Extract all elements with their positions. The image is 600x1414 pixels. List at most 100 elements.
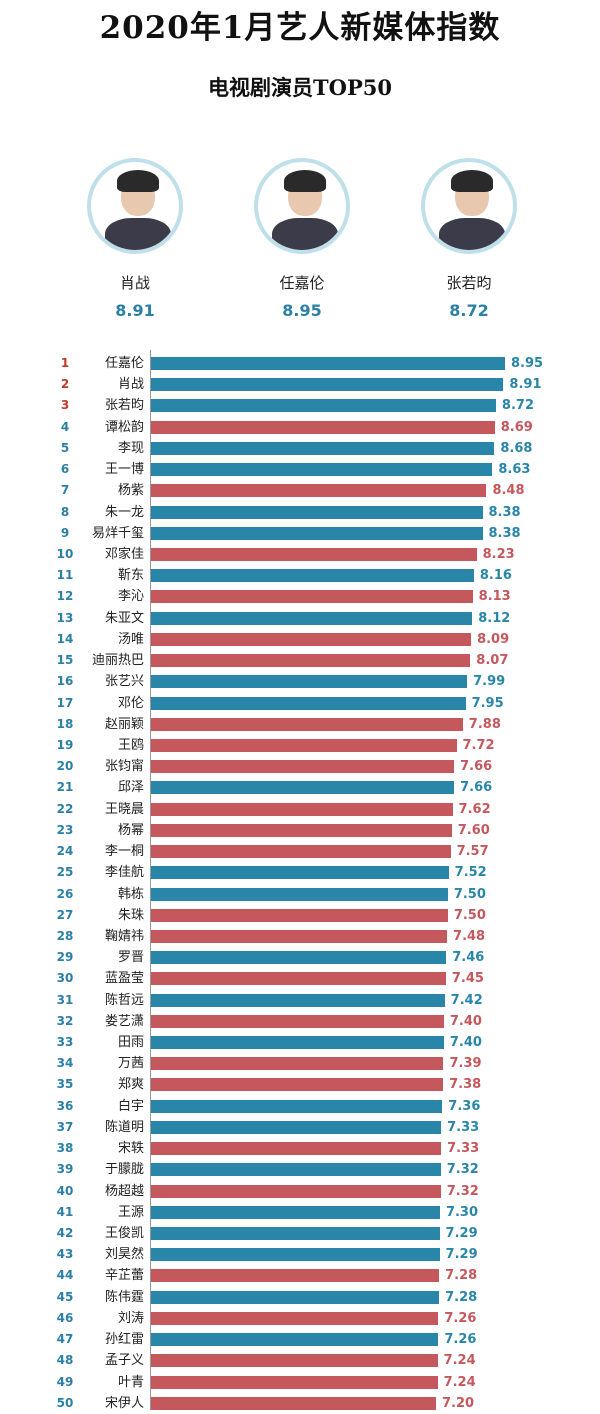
rank-label: 40 [56, 1183, 74, 1198]
category-label: 王源 [117, 1204, 144, 1220]
chart-row: 19 王鸥 7.72 [0, 735, 600, 756]
rank-label: 5 [60, 440, 70, 455]
bar [151, 1333, 439, 1347]
chart-row: 11 靳东 8.16 [0, 565, 600, 586]
rank-label: 29 [56, 950, 74, 965]
value-label: 8.48 [492, 483, 525, 499]
value-label: 7.50 [453, 907, 486, 923]
bar [151, 378, 504, 392]
category-label: 杨超越 [104, 1183, 144, 1199]
chart-row: 34 万茜 7.39 [0, 1053, 600, 1074]
chart-row: 32 娄艺潇 7.40 [0, 1011, 600, 1032]
category-label: 赵丽颖 [104, 716, 144, 732]
bar [151, 1227, 440, 1241]
chart-row: 26 韩栋 7.50 [0, 884, 600, 905]
rank-label: 49 [56, 1374, 74, 1389]
bar [151, 675, 468, 689]
value-label: 7.24 [443, 1374, 476, 1390]
rank-label: 9 [60, 525, 70, 540]
value-label: 7.60 [457, 822, 490, 838]
chart-row: 29 罗晋 7.46 [0, 947, 600, 968]
chart-row: 16 张艺兴 7.99 [0, 671, 600, 692]
value-label: 8.09 [477, 631, 510, 647]
chart-row: 50 宋伊人 7.20 [0, 1393, 600, 1414]
rank-label: 39 [56, 1162, 74, 1177]
chart-row: 33 田雨 7.40 [0, 1032, 600, 1053]
rank-label: 14 [56, 631, 74, 646]
value-label: 7.50 [453, 886, 486, 902]
value-label: 7.62 [458, 801, 491, 817]
chart-row: 40 杨超越 7.32 [0, 1181, 600, 1202]
value-label: 7.39 [449, 1056, 482, 1072]
rank-label: 6 [60, 462, 70, 477]
category-label: 蓝盈莹 [104, 971, 144, 987]
category-label: 迪丽热巴 [91, 653, 144, 669]
bar [151, 1163, 441, 1177]
rank-label: 7 [60, 483, 70, 498]
category-label: 李一桐 [104, 844, 144, 860]
chart-row: 31 陈哲远 7.42 [0, 990, 600, 1011]
value-label: 7.20 [442, 1395, 475, 1411]
bar [151, 993, 445, 1007]
value-label: 7.24 [443, 1353, 476, 1369]
rank-label: 41 [56, 1204, 74, 1219]
category-label: 邓家佳 [104, 546, 144, 562]
chart-row: 45 陈伟霆 7.28 [0, 1287, 600, 1308]
value-label: 8.13 [478, 589, 511, 605]
bar [151, 1311, 439, 1325]
bar [151, 845, 451, 859]
chart-row: 27 朱珠 7.50 [0, 905, 600, 926]
value-label: 8.91 [509, 377, 542, 393]
chart-row: 13 朱亚文 8.12 [0, 608, 600, 629]
category-label: 郑爽 [117, 1077, 144, 1093]
category-label: 靳东 [117, 568, 144, 584]
rank-label: 22 [56, 801, 74, 816]
rank-label: 43 [56, 1247, 74, 1262]
rank-label: 34 [56, 1056, 74, 1071]
top3-card-2nd: 肖战 8.91 [80, 158, 190, 320]
rank-label: 48 [56, 1353, 74, 1368]
value-label: 8.72 [501, 398, 534, 414]
rank-label: 10 [56, 546, 74, 561]
value-label: 7.28 [445, 1268, 478, 1284]
value-label: 7.46 [452, 950, 485, 966]
category-label: 张若昀 [104, 398, 144, 414]
rank-label: 18 [56, 716, 74, 731]
bar [151, 1014, 444, 1028]
value-label: 7.30 [445, 1204, 479, 1220]
value-label: 7.32 [446, 1183, 479, 1199]
bar [151, 866, 449, 880]
rank-label: 35 [56, 1077, 74, 1092]
chart-row: 39 于朦胧 7.32 [0, 1159, 600, 1180]
chart-row: 43 刘昊然 7.29 [0, 1244, 600, 1265]
chart-row: 36 白宇 7.36 [0, 1096, 600, 1117]
rank-label: 11 [56, 568, 74, 583]
value-label: 7.57 [456, 844, 489, 860]
top3-card-3rd: 张若昀 8.72 [414, 158, 524, 320]
value-label: 7.28 [445, 1289, 478, 1305]
rank-label: 38 [56, 1141, 74, 1156]
category-label: 易烊千玺 [91, 525, 144, 541]
bar [151, 1184, 441, 1198]
bar [151, 1290, 440, 1304]
value-label: 7.95 [471, 695, 504, 711]
value-label: 8.38 [488, 504, 521, 520]
value-label: 8.07 [476, 653, 509, 669]
bar [151, 1120, 442, 1134]
category-label: 王晓晨 [104, 801, 144, 817]
rank-label: 26 [56, 886, 74, 901]
chart-row: 7 杨紫 8.48 [0, 480, 600, 501]
bar [151, 526, 483, 540]
top3-score: 8.91 [115, 301, 155, 320]
avatar [421, 158, 517, 254]
bar [151, 463, 493, 477]
value-label: 7.29 [445, 1226, 478, 1242]
chart-row: 4 谭松韵 8.69 [0, 417, 600, 438]
bar [151, 505, 483, 519]
bar [151, 420, 495, 434]
bar [151, 441, 495, 455]
rank-label: 37 [56, 1119, 74, 1134]
rank-label: 30 [56, 971, 74, 986]
value-label: 7.40 [449, 1035, 482, 1051]
rank-label: 3 [60, 398, 70, 413]
